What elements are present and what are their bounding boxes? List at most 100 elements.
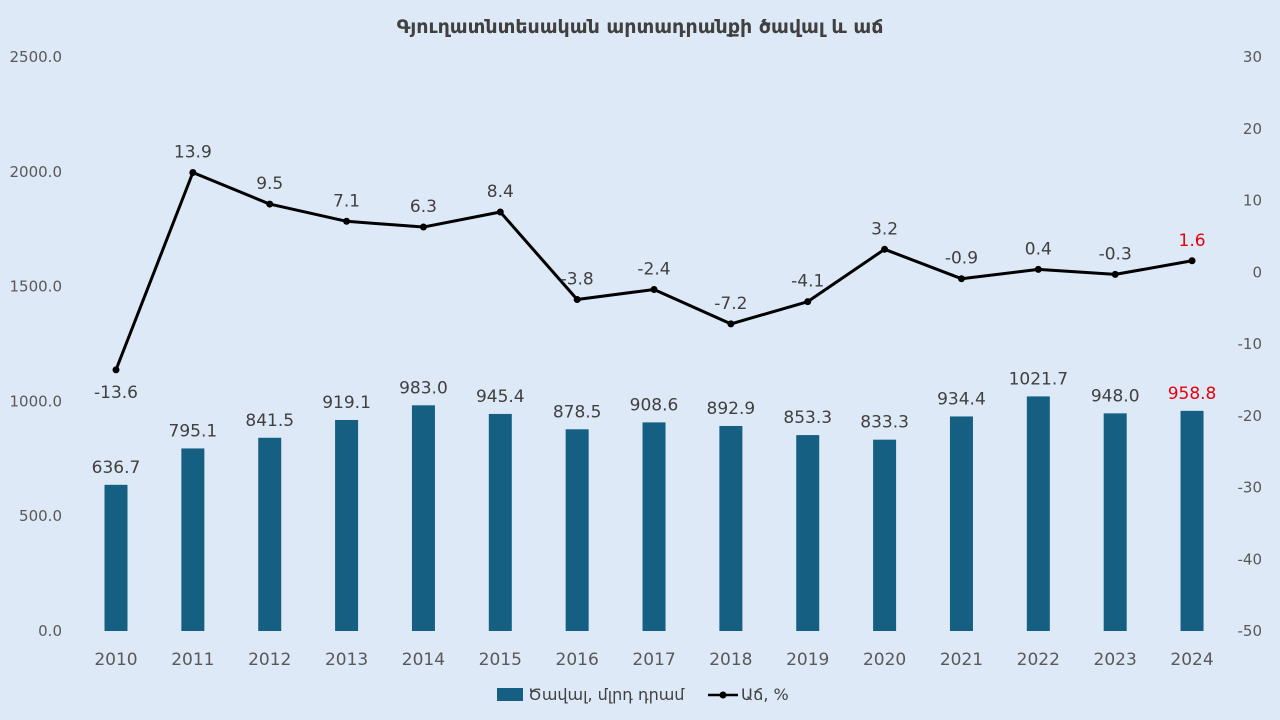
bar [258,437,282,631]
line-data-label: 1.6 [1179,231,1206,251]
right-tick-label: -40 [1238,550,1263,568]
left-tick-label: 1000.0 [10,392,63,410]
bar-data-label: 636.7 [92,458,141,478]
line-data-label: -7.2 [714,294,747,314]
right-tick-label: 30 [1243,48,1262,66]
left-tick-label: 500.0 [19,507,62,525]
bar-data-label: 958.8 [1168,384,1217,404]
bar-data-label: 833.3 [860,413,909,433]
left-tick-label: 2500.0 [10,48,63,66]
left-tick-label: 2000.0 [10,163,63,181]
x-tick-label: 2022 [1017,650,1060,670]
bar-data-label: 945.4 [476,387,525,407]
left-tick-label: 0.0 [38,622,62,640]
bar [719,425,743,631]
bar [565,429,589,631]
legend-bar-swatch [497,688,523,701]
right-tick-label: 20 [1243,120,1262,138]
bar-data-label: 892.9 [707,399,756,419]
x-tick-label: 2017 [632,650,675,670]
bar-data-label: 878.5 [553,402,602,422]
right-tick-label: 0 [1252,263,1262,281]
x-tick-label: 2024 [1170,650,1213,670]
bar-data-label: 1021.7 [1009,369,1068,389]
line-data-label: -13.6 [94,383,138,403]
bar [949,416,973,631]
left-tick-label: 1500.0 [10,278,63,296]
line-point [804,298,812,306]
line-point [957,275,965,283]
line-data-label: -3.8 [561,270,594,290]
bar-data-label: 795.1 [169,421,218,441]
line-point [1188,257,1196,265]
x-tick-label: 2011 [171,650,214,670]
line-point [266,200,274,208]
line-point [650,285,658,293]
bar [873,439,897,631]
legend: Ծավալ, մլրդ դրամ Աճ, % [497,685,789,704]
line-series: -13.6 13.9 9.5 7.1 6.3 8.4 -3.8 -2.4 -7.2 -4.1 3.2… [94,143,1206,403]
line-data-label: 13.9 [174,143,212,163]
x-tick-label: 2014 [402,650,445,670]
bar [488,413,512,631]
line-point [343,217,351,225]
bar [104,484,128,631]
line-point [189,169,197,177]
line-data-label: 6.3 [410,197,437,217]
line-point [727,320,735,328]
line-data-label: -2.4 [637,259,670,279]
line-data-label: 0.4 [1025,239,1052,259]
legend-bar-label: Ծավալ, մլրդ դրամ [528,685,685,704]
line-data-label: -4.1 [791,272,824,292]
x-tick-label: 2016 [556,650,599,670]
x-tick-label: 2010 [94,650,137,670]
right-axis: -50 -40 -30 -20 -10 0 10 20 30 [1238,48,1263,640]
line-point [573,296,581,304]
right-tick-label: -10 [1238,335,1263,353]
x-tick-label: 2019 [786,650,829,670]
line-point [419,223,427,231]
bar [1026,396,1050,631]
legend-line-marker [719,691,727,699]
x-tick-label: 2015 [479,650,522,670]
bar-data-label: 934.4 [937,389,986,409]
line-point [881,245,889,253]
line-point [112,366,120,374]
bar-data-label: 919.1 [322,393,371,413]
line-data-label: 3.2 [871,219,898,239]
line-data-label: 8.4 [487,182,514,202]
bar-series: 636.7 795.1 841.5 919.1 983.0 945.4 878.5 908.6… [92,369,1217,631]
x-tick-label: 2021 [940,650,983,670]
legend-line-label: Աճ, % [741,685,789,704]
line-data-label: 7.1 [333,191,360,211]
bar [1180,410,1204,631]
bar [796,435,820,631]
right-tick-label: 10 [1243,192,1262,210]
right-tick-label: -20 [1238,407,1263,425]
x-tick-label: 2018 [709,650,752,670]
line-point [1111,270,1119,278]
bar-data-label: 983.0 [399,378,448,398]
x-tick-label: 2020 [863,650,906,670]
line-point [496,208,504,216]
x-axis: 2010 2011 2012 2013 2014 2015 2016 2017 2018 2019… [94,650,1213,670]
left-axis: 0.0 500.0 1000.0 1500.0 2000.0 2500.0 [10,48,63,640]
bar [181,448,205,631]
line-data-label: -0.3 [1099,244,1132,264]
right-tick-label: -30 [1238,479,1263,497]
line-point [1034,265,1042,273]
x-tick-label: 2013 [325,650,368,670]
x-tick-label: 2023 [1094,650,1137,670]
bar [1103,413,1127,631]
x-tick-label: 2012 [248,650,291,670]
line-data-label: 9.5 [256,174,283,194]
bar [335,419,359,631]
bar-data-label: 908.6 [630,395,679,415]
chart-title: Գյուղատնտեսական արտադրանքի ծավալ և աճ [397,16,884,38]
bar-data-label: 841.5 [245,411,294,431]
right-tick-label: -50 [1238,622,1263,640]
bar-data-label: 948.0 [1091,386,1140,406]
bar [411,405,435,631]
line-data-label: -0.9 [945,249,978,269]
